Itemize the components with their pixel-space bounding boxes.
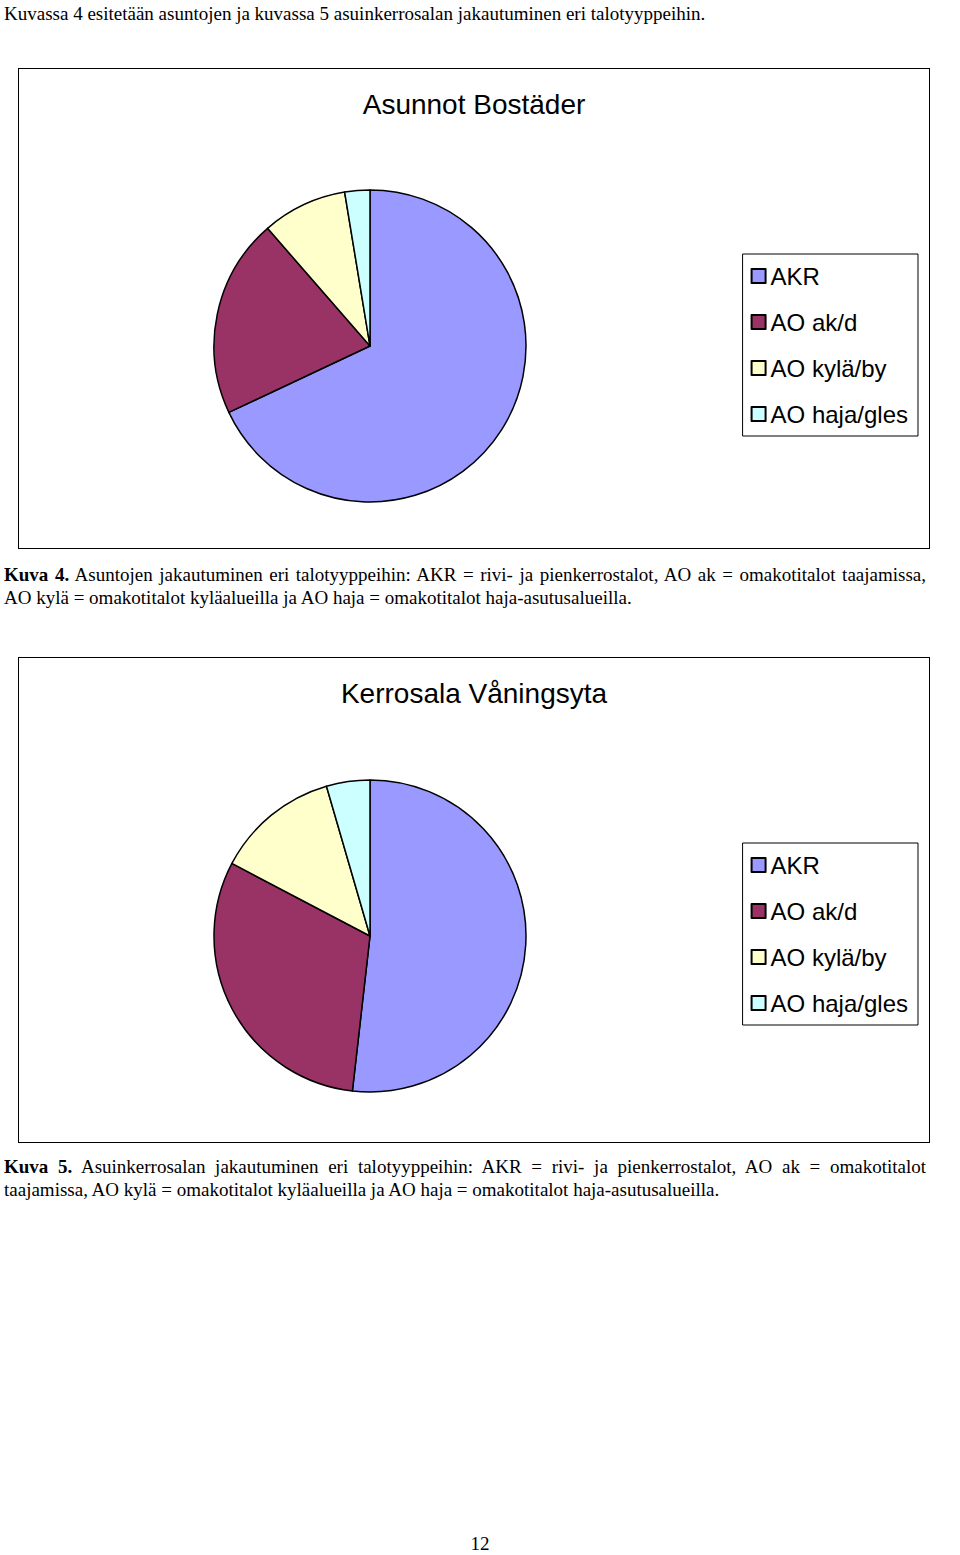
svg-text:AO kylä/by: AO kylä/by [771, 944, 887, 971]
svg-text:AO ak/d: AO ak/d [771, 309, 858, 336]
svg-text:Asunnot Bostäder: Asunnot Bostäder [363, 89, 586, 120]
svg-text:AKR: AKR [771, 263, 820, 290]
svg-text:AKR: AKR [771, 852, 820, 879]
svg-text:AO kylä/by: AO kylä/by [771, 355, 887, 382]
svg-text:AO haja/gles: AO haja/gles [771, 401, 908, 428]
svg-text:AO haja/gles: AO haja/gles [771, 990, 908, 1017]
svg-text:AO ak/d: AO ak/d [771, 898, 858, 925]
html-text:Kuvassa 4 esitetään asuntojen: Kuvassa 4 esitetään asuntojen ja kuvassa… [4, 3, 706, 24]
html-text:12: 12 [470, 1533, 490, 1554]
html-text:Kuva 4. Asuntojen jakautuminen: Kuva 4. Asuntojen jakautuminen eri talot… [4, 564, 926, 608]
svg-text:Kerrosala Våningsyta: Kerrosala Våningsyta [341, 678, 608, 709]
html-text:Kuva 5. Asuinkerrosalan jakaut: Kuva 5. Asuinkerrosalan jakautuminen eri… [4, 1156, 926, 1200]
